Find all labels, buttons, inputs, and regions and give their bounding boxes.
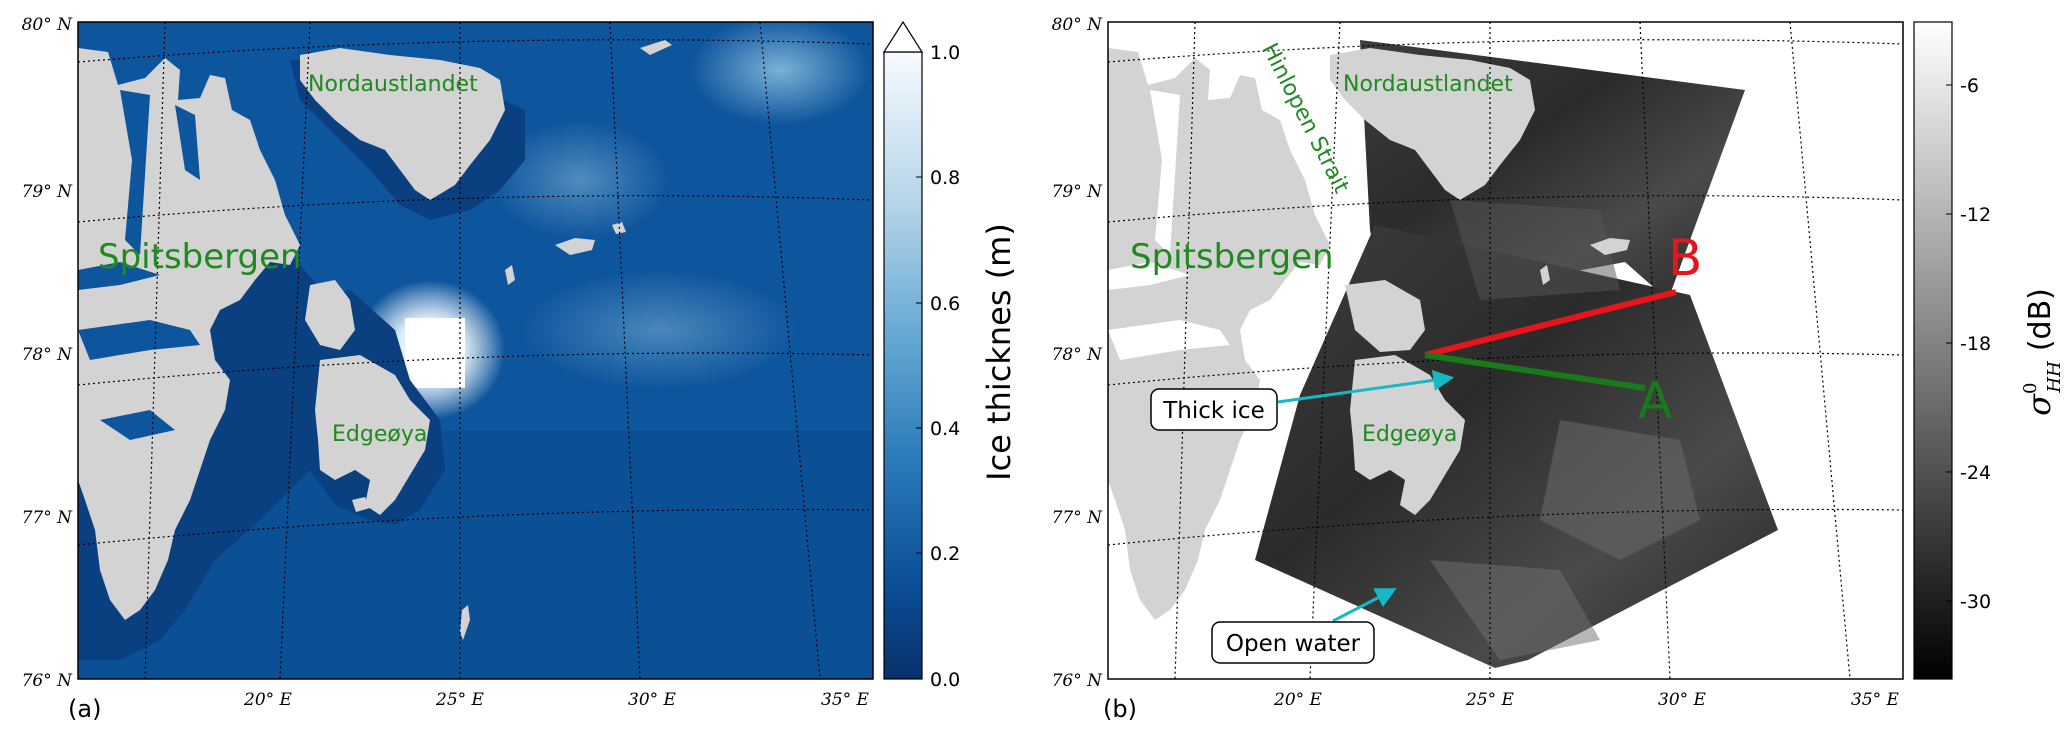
colorbar-tick: 0.4 bbox=[930, 418, 960, 440]
thick-ice-core bbox=[405, 318, 465, 388]
land-hopen bbox=[460, 605, 470, 640]
place-label-edgeoya: Edgeøya bbox=[1362, 422, 1457, 447]
thick-ice-arrow bbox=[1277, 369, 1455, 404]
colorbar-fill bbox=[883, 51, 923, 680]
graticule bbox=[1108, 22, 1903, 679]
colorbar-extend-arrow bbox=[882, 20, 924, 53]
colorbar-fill bbox=[1913, 21, 1953, 680]
land-nordaustlandet bbox=[1330, 48, 1535, 200]
land-edgeoya bbox=[315, 355, 430, 515]
fjord bbox=[120, 90, 150, 255]
lat-label-76: 76° N bbox=[22, 671, 74, 691]
lat-label-80: 80° N bbox=[22, 15, 74, 35]
colorbar-title: Ice thicknes (m) bbox=[980, 223, 1018, 481]
place-label-spitsbergen: Spitsbergen bbox=[98, 237, 302, 277]
lon-label-25: 25° E bbox=[435, 690, 485, 710]
lon-label-35: 35° E bbox=[1851, 690, 1900, 710]
land-kvitoya bbox=[640, 40, 672, 55]
colorbar-tick: -30 bbox=[1960, 591, 1991, 613]
open-water-arrow bbox=[1332, 588, 1397, 623]
fjord bbox=[1150, 90, 1180, 255]
colorbar-ice-thickness: 1.0 0.8 0.6 0.4 0.2 0.0 Ice thicknes (m) bbox=[882, 20, 1018, 691]
colorbar-tick: -12 bbox=[1960, 204, 1991, 226]
sigma-sub: HH bbox=[2044, 361, 2065, 394]
land-barentsoya bbox=[1345, 280, 1425, 352]
land-small-island bbox=[505, 265, 515, 285]
point-label-b: B bbox=[1668, 229, 1702, 287]
colorbar-sigma0: -6 -12 -18 -24 -30 σ0 HH (dB) bbox=[1913, 21, 2065, 680]
lat-label-76: 76° N bbox=[1052, 671, 1104, 691]
callout-thick-ice: Thick ice bbox=[1150, 388, 1278, 431]
colorbar-tick: 0.0 bbox=[930, 669, 960, 691]
colorbar-tick: -24 bbox=[1960, 462, 1991, 484]
sar-bright-ice bbox=[1430, 560, 1600, 660]
lat-label-79: 79° N bbox=[22, 182, 74, 202]
map-frame bbox=[77, 21, 874, 680]
sigma-unit: (dB) bbox=[2023, 288, 2058, 351]
fjord bbox=[1108, 262, 1190, 290]
fjord bbox=[78, 262, 160, 290]
transect-red-line bbox=[1424, 289, 1677, 358]
callout-thick-ice-label: Thick ice bbox=[1162, 398, 1264, 424]
lat-label-78: 78° N bbox=[1052, 345, 1104, 365]
land-edgeoya bbox=[1350, 355, 1465, 515]
fjord bbox=[78, 320, 200, 360]
transect-green-line bbox=[1424, 352, 1646, 391]
colorbar-tick: 0.8 bbox=[930, 167, 960, 189]
callout-open-water: Open water bbox=[1211, 621, 1375, 664]
lon-label-20: 20° E bbox=[1273, 690, 1323, 710]
colorbar-title: σ0 HH (dB) bbox=[2020, 288, 2065, 416]
place-label-nordaustlandet: Nordaustlandet bbox=[1343, 72, 1513, 97]
land-nordaustlandet bbox=[300, 48, 505, 200]
place-label-edgeoya: Edgeøya bbox=[332, 422, 427, 447]
panel-a-map: Spitsbergen Nordaustlandet Edgeøya 80° N… bbox=[22, 15, 874, 723]
bright-ice-patch bbox=[490, 120, 670, 240]
lat-label-79: 79° N bbox=[1052, 182, 1104, 202]
colorbar-tick: 0.6 bbox=[930, 293, 960, 315]
lon-label-35: 35° E bbox=[821, 690, 870, 710]
place-label-spitsbergen: Spitsbergen bbox=[1130, 237, 1334, 277]
land-small-island bbox=[352, 497, 370, 512]
bright-ice-patch bbox=[520, 270, 800, 390]
panel-label-a: (a) bbox=[68, 695, 101, 723]
land-kong-karls-land bbox=[555, 238, 595, 255]
panel-b-map: Spitsbergen Nordaustlandet Edgeøya Hinlo… bbox=[1052, 15, 1904, 723]
lon-label-30: 30° E bbox=[628, 690, 677, 710]
lon-label-20: 20° E bbox=[243, 690, 293, 710]
colorbar-tick: 1.0 bbox=[930, 42, 960, 64]
sigma-super: 0 bbox=[2020, 383, 2041, 394]
graticule bbox=[78, 22, 873, 679]
sar-bright-ice bbox=[1540, 420, 1700, 560]
sigma-symbol: σ bbox=[2020, 393, 2058, 416]
lat-label-77: 77° N bbox=[1052, 508, 1104, 528]
lat-label-77: 77° N bbox=[22, 508, 74, 528]
fjord bbox=[175, 105, 200, 180]
panel-label-b: (b) bbox=[1103, 695, 1137, 723]
lon-label-30: 30° E bbox=[1658, 690, 1707, 710]
map-frame bbox=[1107, 21, 1904, 680]
lat-label-78: 78° N bbox=[22, 345, 74, 365]
bright-ice-patch bbox=[690, 22, 870, 125]
colorbar-tick: -18 bbox=[1960, 333, 1991, 355]
lat-label-80: 80° N bbox=[1052, 15, 1104, 35]
fjord bbox=[1108, 320, 1230, 360]
colorbar-tick: 0.2 bbox=[930, 543, 960, 565]
place-label-nordaustlandet: Nordaustlandet bbox=[308, 72, 478, 97]
point-label-a: A bbox=[1638, 372, 1672, 430]
land-small-island bbox=[1540, 265, 1550, 285]
land-barentsoya bbox=[305, 280, 355, 350]
fjord bbox=[100, 410, 175, 440]
callout-open-water-label: Open water bbox=[1226, 631, 1361, 657]
colorbar-tick: -6 bbox=[1960, 75, 1979, 97]
land-kong-karls-land bbox=[1590, 238, 1630, 255]
sar-bright-ice bbox=[1450, 200, 1620, 300]
lon-label-25: 25° E bbox=[1465, 690, 1515, 710]
